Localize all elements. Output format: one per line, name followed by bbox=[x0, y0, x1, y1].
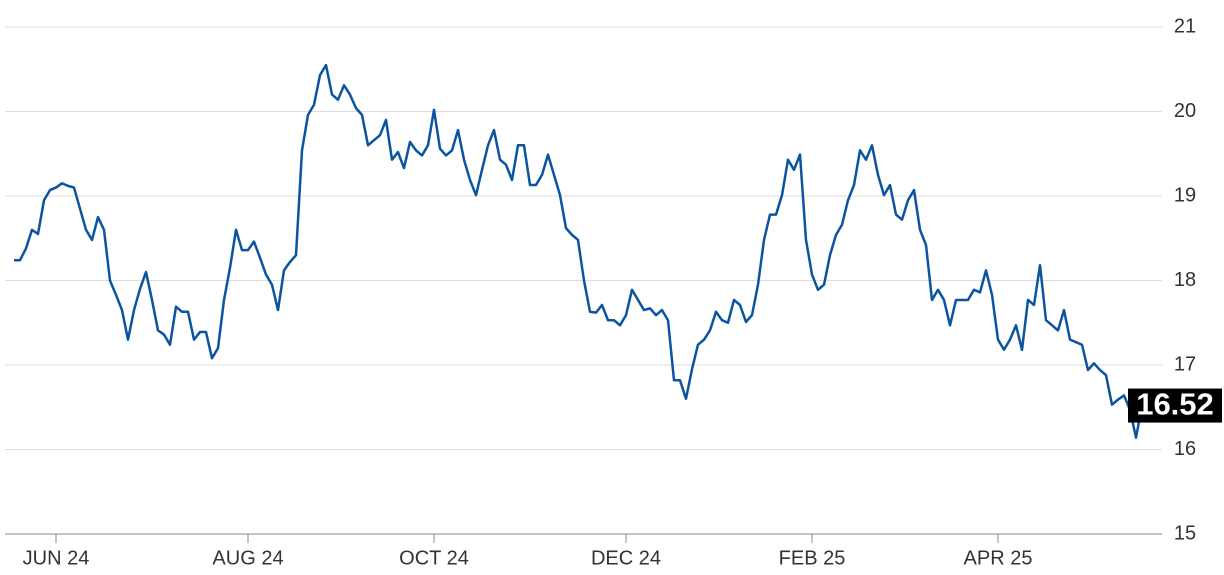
y-tick-label: 21 bbox=[1174, 15, 1196, 37]
y-tick-label: 19 bbox=[1174, 184, 1196, 206]
price-line bbox=[14, 63, 1144, 439]
x-tick-label: FEB 25 bbox=[779, 547, 846, 569]
x-tick-label: OCT 24 bbox=[399, 547, 469, 569]
y-tick-label: 18 bbox=[1174, 269, 1196, 291]
x-tick-label: DEC 24 bbox=[591, 547, 661, 569]
y-tick-label: 20 bbox=[1174, 100, 1196, 122]
last-value-box bbox=[1128, 388, 1222, 423]
y-tick-label: 16 bbox=[1174, 438, 1196, 460]
y-tick-label: 17 bbox=[1174, 353, 1196, 375]
y-tick-label: 15 bbox=[1174, 522, 1196, 544]
x-tick-label: APR 25 bbox=[964, 547, 1033, 569]
last-value-label: 16.52 bbox=[1136, 387, 1214, 422]
x-tick-label: JUN 24 bbox=[23, 547, 90, 569]
x-tick-label: AUG 24 bbox=[212, 547, 283, 569]
